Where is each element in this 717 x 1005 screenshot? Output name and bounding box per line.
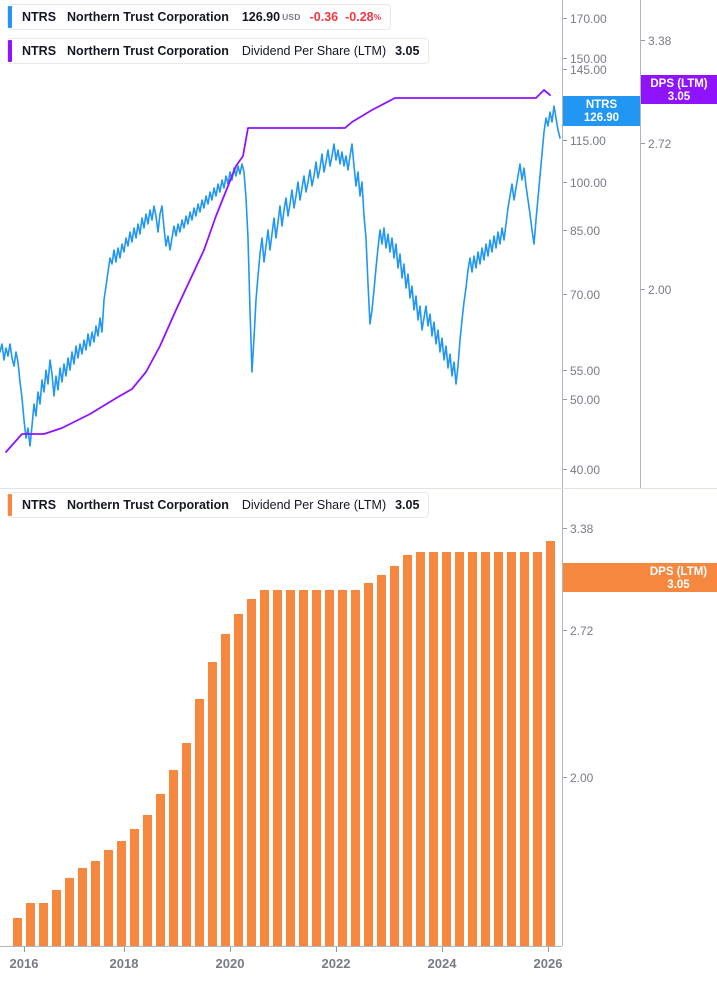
bar: [104, 850, 113, 946]
bar: [52, 890, 61, 946]
bar: [247, 599, 256, 946]
bar: [546, 541, 555, 946]
badge-title: DPS (LTM): [649, 566, 708, 578]
legend-ticker: NTRS: [22, 10, 57, 24]
price-value-badge[interactable]: NTRS 126.90: [563, 96, 640, 126]
bar: [533, 552, 542, 946]
bar: [520, 552, 529, 946]
bar: [312, 590, 321, 946]
bar: [481, 552, 490, 946]
bar: [338, 590, 347, 946]
legend-company-name: Northern Trust Corporation: [67, 44, 229, 58]
axis-line: [562, 489, 563, 946]
legend-metric-value: 3.05: [395, 44, 420, 58]
dps-value-badge-lower[interactable]: DPS (LTM) 3.05: [563, 563, 717, 592]
bar: [260, 590, 269, 946]
bar: [416, 552, 425, 946]
bar: [91, 861, 100, 946]
bar: [468, 552, 477, 946]
bar: [325, 590, 334, 946]
bar: [299, 590, 308, 946]
bar: [208, 662, 217, 946]
badge-value: 3.05: [667, 579, 690, 591]
dps-value-badge-upper[interactable]: DPS (LTM) 3.05: [641, 75, 717, 104]
bar: [286, 590, 295, 946]
legend-currency: USD: [282, 12, 301, 22]
price-line-series: [0, 105, 561, 447]
legend-metric-name: Dividend Per Share (LTM): [241, 498, 387, 512]
bar: [182, 743, 191, 946]
bar: [377, 575, 386, 946]
axis-panel-divider: [562, 488, 717, 489]
legend-metric-value: 3.05: [395, 498, 420, 512]
bar: [442, 552, 451, 946]
legend-dps-upper[interactable]: NTRS Northern Trust Corporation Dividend…: [7, 38, 430, 64]
legend-price[interactable]: NTRS Northern Trust Corporation 126.90 U…: [7, 4, 392, 30]
x-axis[interactable]: 2016 2018 2020 2022 2024 2026: [0, 947, 717, 977]
bar: [364, 583, 373, 946]
bar: [65, 878, 74, 946]
legend-dps-lower[interactable]: NTRS Northern Trust Corporation Dividend…: [7, 492, 430, 518]
dps-bar-chart-plot-area[interactable]: [0, 489, 562, 946]
percent-sign: %: [373, 12, 382, 22]
bar: [130, 829, 139, 946]
legend-change-absolute: -0.36: [309, 10, 339, 24]
legend-ticker: NTRS: [22, 498, 57, 512]
bottom-strip: [0, 977, 717, 1005]
legend-company-name: Northern Trust Corporation: [67, 498, 229, 512]
axis-line: [562, 0, 563, 488]
legend-last-price: 126.90: [241, 10, 281, 24]
bar: [221, 634, 230, 946]
bar: [26, 903, 35, 946]
bar: [13, 918, 22, 946]
price-chart-svg: [0, 89, 561, 453]
bar-series: [13, 541, 555, 946]
dps-line-series: [5, 89, 551, 453]
dps-axis-upper[interactable]: 3.38 3.05 2.72 2.00: [640, 0, 717, 488]
x-axis-line: [0, 946, 562, 947]
price-axis[interactable]: 170.00 150.00 145.00 130.00 115.00 100.0…: [562, 0, 640, 488]
bar: [78, 868, 87, 946]
bar: [234, 614, 243, 946]
bar: [507, 552, 516, 946]
legend-change-percent: -0.28: [345, 10, 374, 24]
legend-ticker: NTRS: [22, 44, 57, 58]
bar: [429, 552, 438, 946]
bar: [351, 590, 360, 946]
bar: [156, 794, 165, 946]
legend-color-swatch: [8, 494, 12, 516]
bar: [169, 770, 178, 946]
badge-title: DPS (LTM): [650, 78, 708, 90]
legend-metric-name: Dividend Per Share (LTM): [241, 44, 387, 58]
badge-title: NTRS: [585, 99, 618, 111]
bar: [195, 699, 204, 946]
bar: [39, 903, 48, 946]
bar: [494, 552, 503, 946]
panel-divider: [0, 488, 562, 489]
axis-line: [640, 0, 641, 488]
dps-axis-lower[interactable]: 3.38 3.05 2.72 2.00: [562, 489, 717, 946]
bar: [143, 815, 152, 946]
bar: [117, 841, 126, 946]
badge-value: 126.90: [583, 112, 620, 124]
bar: [390, 566, 399, 946]
bar: [273, 590, 282, 946]
legend-company-name: Northern Trust Corporation: [67, 10, 229, 24]
legend-color-swatch: [8, 40, 12, 62]
bar: [455, 552, 464, 946]
dps-bar-chart-svg: [13, 541, 555, 946]
legend-color-swatch: [8, 6, 12, 28]
price-chart-plot-area[interactable]: [0, 0, 562, 488]
bar: [403, 555, 412, 946]
badge-value: 3.05: [667, 91, 691, 103]
